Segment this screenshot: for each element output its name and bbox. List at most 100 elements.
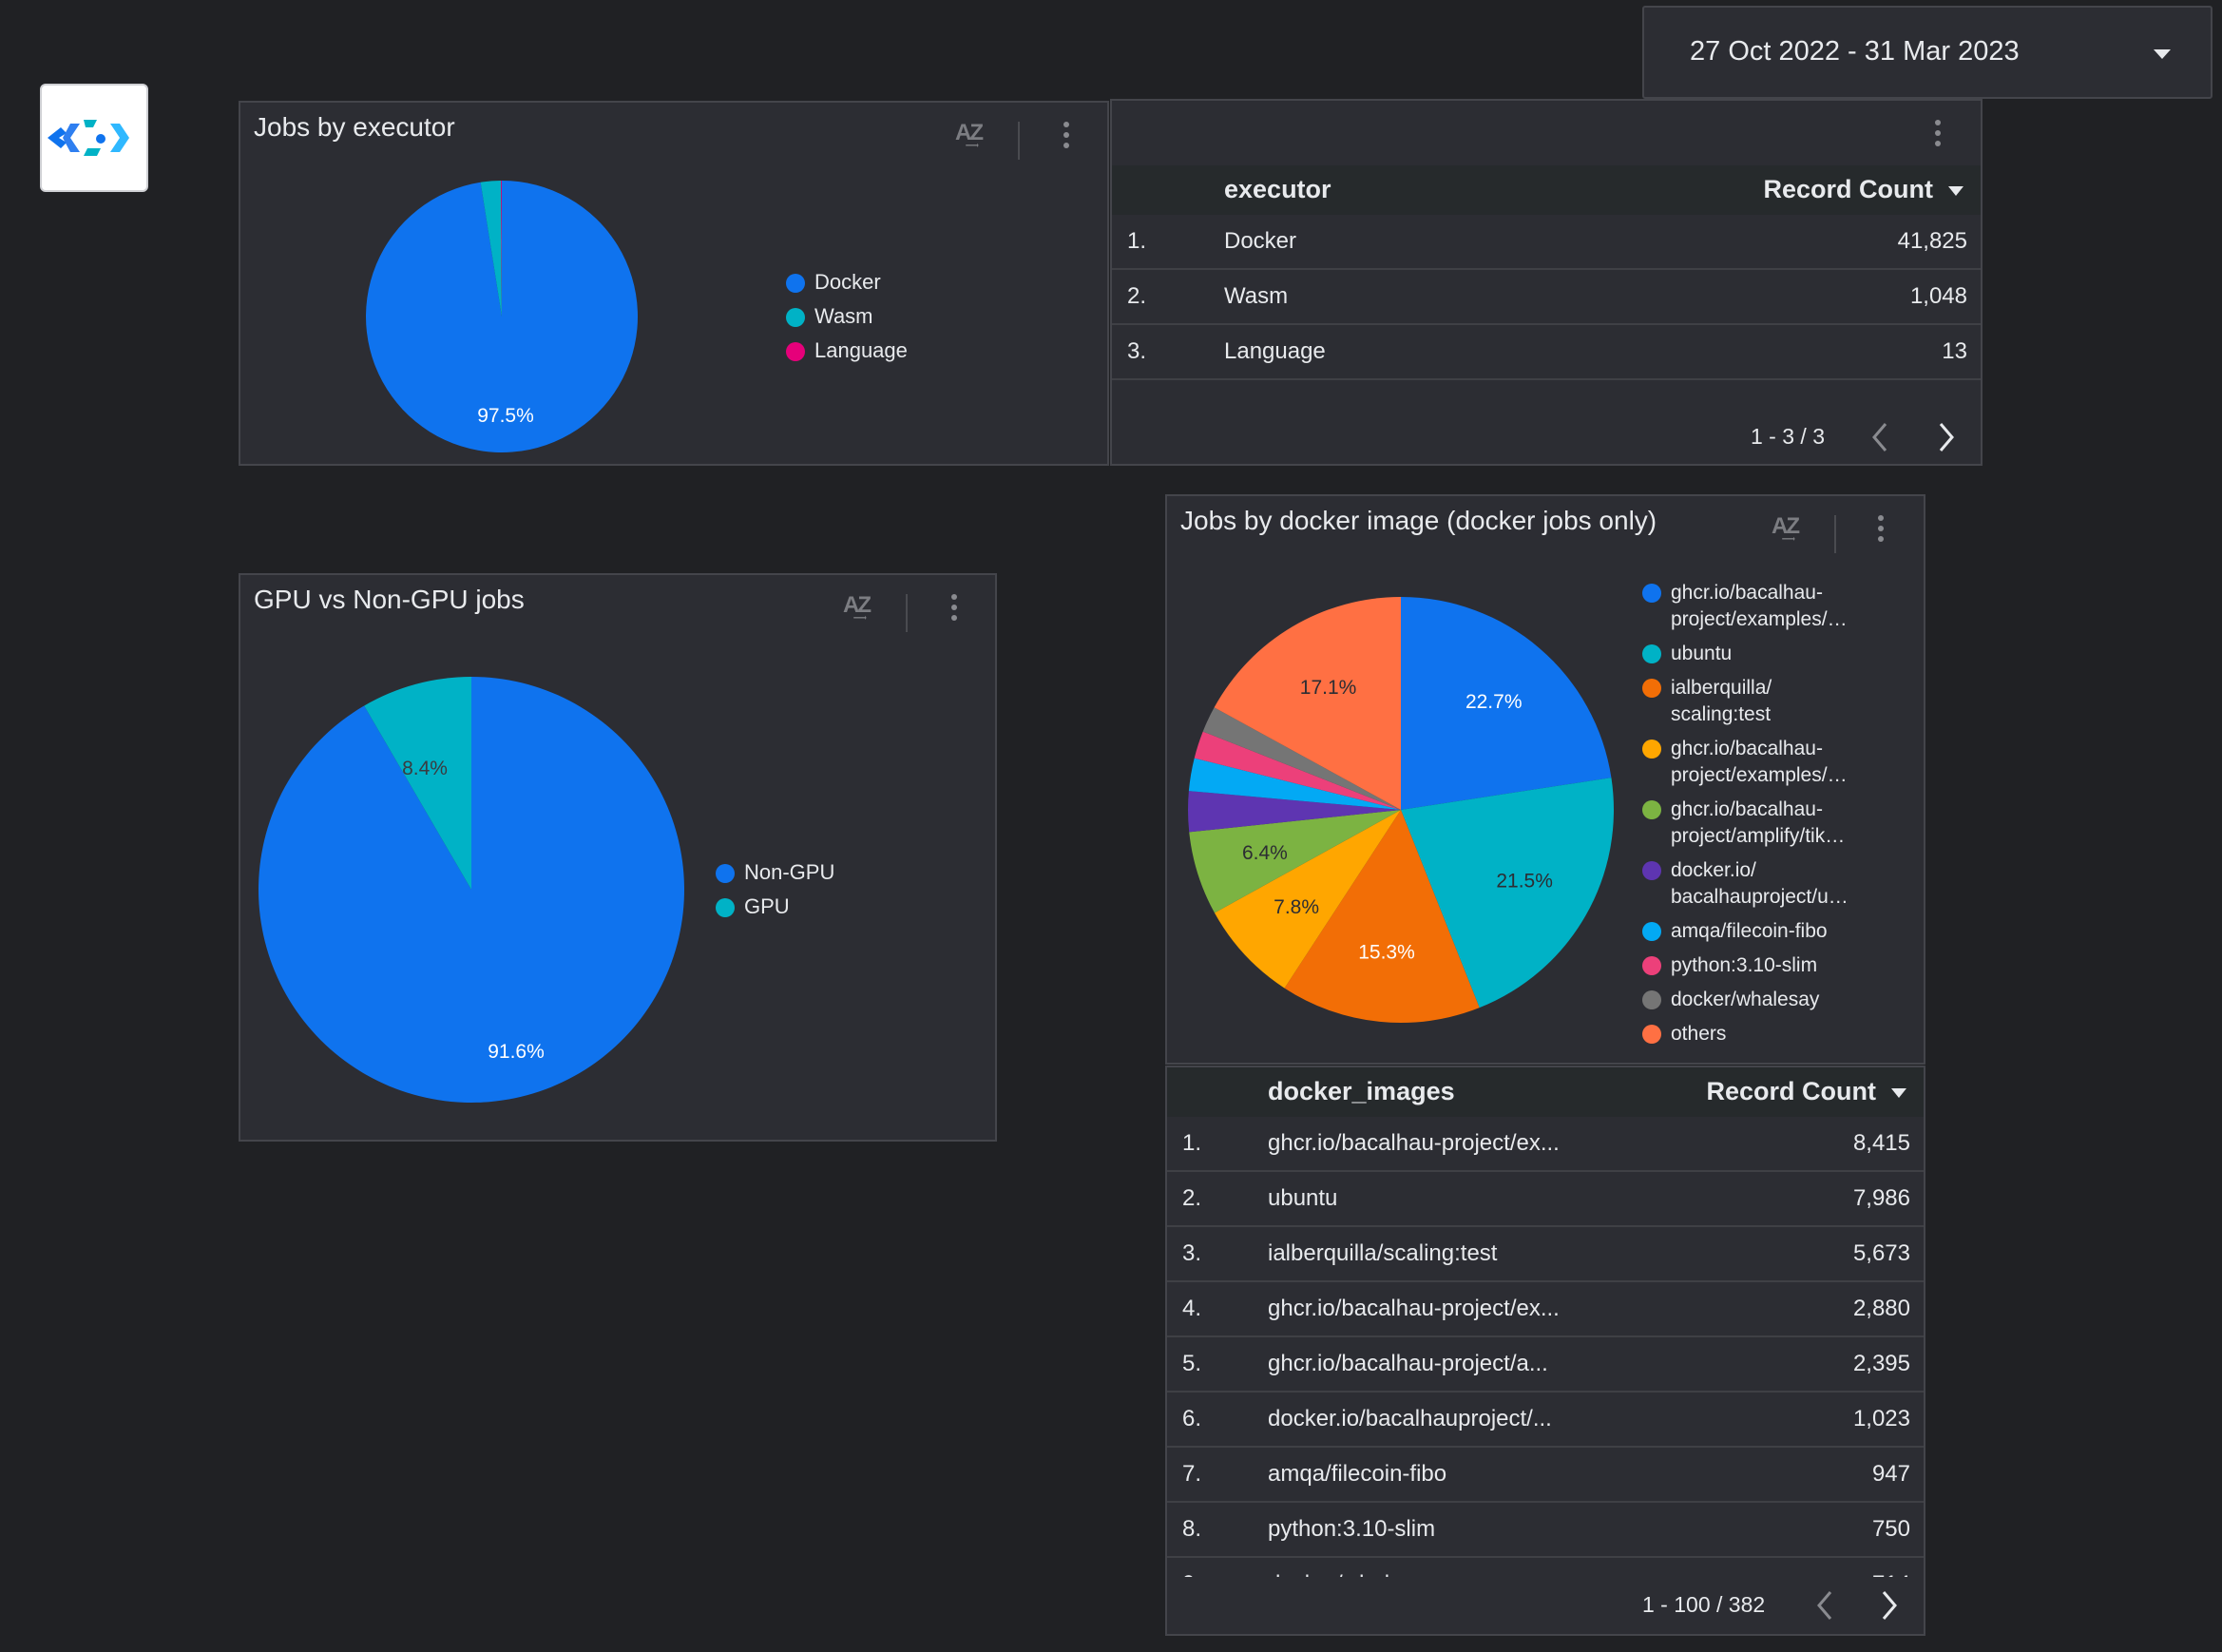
executor-legend: Docker Wasm Language xyxy=(786,270,908,373)
table-row[interactable]: 9. docker/whalesay 714 xyxy=(1167,1558,1924,1577)
row-name: docker/whalesay xyxy=(1268,1558,1438,1577)
chevron-left-icon[interactable] xyxy=(1815,1590,1834,1621)
row-index: 7. xyxy=(1182,1461,1202,1487)
pie-slice-0[interactable] xyxy=(1401,597,1612,810)
legend-item-docker[interactable]: Docker xyxy=(786,270,908,295)
kebab-menu-icon[interactable] xyxy=(1935,120,1941,151)
executor-pie[interactable]: 97.5% xyxy=(364,179,640,454)
table-row[interactable]: 8. python:3.10-slim 750 xyxy=(1167,1503,1924,1558)
gpu-pie[interactable]: 91.6% 8.4% xyxy=(258,676,685,1104)
pie-label: 21.5% xyxy=(1496,871,1553,893)
date-range-selector[interactable]: 27 Oct 2022 - 31 Mar 2023 xyxy=(1642,6,2212,99)
az-sort-icon[interactable]: A͢Z xyxy=(955,120,984,145)
row-index: 9. xyxy=(1182,1558,1201,1577)
column-header-record-count[interactable]: Record Count xyxy=(1706,1077,1877,1105)
pie-slice-docker[interactable] xyxy=(365,181,638,452)
pie-slice-9[interactable] xyxy=(1214,597,1401,810)
pie-slice-7[interactable] xyxy=(1194,731,1401,810)
bacalhau-logo-icon[interactable] xyxy=(40,84,148,192)
pie-label: 91.6% xyxy=(488,1041,545,1063)
table-row[interactable]: 5. ghcr.io/bacalhau-project/a... 2,395 xyxy=(1167,1337,1924,1393)
table-row[interactable]: 6. docker.io/bacalhauproject/... 1,023 xyxy=(1167,1393,1924,1448)
logo-mark xyxy=(48,120,129,156)
executor-chart-panel: Jobs by executor A͢Z 97.5% Docker Wasm L… xyxy=(239,101,1109,466)
column-header-docker-images[interactable]: docker_images xyxy=(1268,1077,1455,1105)
row-value: 2,395 xyxy=(1852,1351,1910,1376)
kebab-menu-icon[interactable] xyxy=(1878,515,1884,547)
row-name: ghcr.io/bacalhau-project/ex... xyxy=(1268,1296,1560,1321)
table-row[interactable]: 3. ialberquilla/scaling:test 5,673 xyxy=(1167,1227,1924,1282)
sort-desc-icon[interactable] xyxy=(1891,1088,1906,1098)
table-row[interactable]: 2. ubuntu 7,986 xyxy=(1167,1172,1924,1227)
docker-pie[interactable]: 22.7% 21.5% 15.3% 7.8% 6.4% 17.1% xyxy=(1182,597,1619,1034)
pie-slice-1[interactable] xyxy=(1401,778,1614,1008)
legend-dot xyxy=(1642,956,1661,975)
legend-item-non-gpu[interactable]: Non-GPU xyxy=(716,860,834,885)
kebab-menu-icon[interactable] xyxy=(951,594,957,625)
legend-dot xyxy=(1642,644,1661,663)
row-index: 4. xyxy=(1182,1296,1202,1321)
pie-slice-wasm[interactable] xyxy=(480,181,502,317)
chevron-left-icon[interactable] xyxy=(1870,422,1889,452)
legend-item-gpu[interactable]: GPU xyxy=(716,894,834,919)
pie-slice-5[interactable] xyxy=(1188,791,1401,833)
table-row[interactable]: 2. Wasm 1,048 xyxy=(1112,270,1981,325)
row-index: 6. xyxy=(1182,1406,1202,1431)
row-index: 8. xyxy=(1182,1516,1202,1542)
row-name: python:3.10-slim xyxy=(1268,1516,1436,1542)
legend-label: docker.io/ xyxy=(1671,859,1756,881)
legend-label: ghcr.io/bacalhau- xyxy=(1671,582,1823,604)
row-value: 1,023 xyxy=(1852,1406,1910,1431)
pie-label: 6.4% xyxy=(1242,842,1288,864)
legend-item[interactable]: ghcr.io/bacalhau-project/amplify/tik… xyxy=(1642,797,1848,850)
legend-item-language[interactable]: Language xyxy=(786,338,908,363)
docker-table-panel: docker_images Record Count 1. ghcr.io/bac… xyxy=(1165,1066,1925,1636)
kebab-menu-icon[interactable] xyxy=(1063,122,1069,153)
pie-slice-non-gpu[interactable] xyxy=(258,677,685,1103)
table-row[interactable]: 3. Language 13 xyxy=(1112,325,1981,380)
legend-item[interactable]: amqa/filecoin-fibo xyxy=(1642,918,1848,945)
pie-slice-3[interactable] xyxy=(1214,810,1401,989)
chevron-right-icon[interactable] xyxy=(1880,1590,1899,1621)
pie-slice-2[interactable] xyxy=(1284,810,1480,1023)
legend-label: python:3.10-slim xyxy=(1671,954,1818,976)
table-row[interactable]: 4. ghcr.io/bacalhau-project/ex... 2,880 xyxy=(1167,1282,1924,1337)
column-header-executor[interactable]: executor xyxy=(1224,175,1331,203)
docker-chart-panel: Jobs by docker image (docker jobs only) … xyxy=(1165,494,1925,1065)
divider xyxy=(1018,122,1020,160)
legend-label: project/amplify/tik… xyxy=(1671,825,1846,847)
legend-dot xyxy=(1642,584,1661,603)
row-name: docker.io/bacalhauproject/... xyxy=(1268,1406,1552,1431)
legend-item-wasm[interactable]: Wasm xyxy=(786,304,908,329)
legend-dot xyxy=(1642,679,1661,698)
legend-item[interactable]: ghcr.io/bacalhau-project/examples/… xyxy=(1642,580,1848,633)
az-sort-icon[interactable]: A͢Z xyxy=(843,592,872,618)
legend-item[interactable]: others xyxy=(1642,1021,1848,1047)
pie-slice-6[interactable] xyxy=(1188,758,1401,810)
column-header-record-count[interactable]: Record Count xyxy=(1763,175,1934,203)
row-name: ialberquilla/scaling:test xyxy=(1268,1240,1498,1266)
legend-item[interactable]: ubuntu xyxy=(1642,641,1848,667)
legend-item[interactable]: docker.io/bacalhauproject/u… xyxy=(1642,857,1848,911)
table-row[interactable]: 1. Docker 41,825 xyxy=(1112,215,1981,270)
legend-item[interactable]: docker/whalesay xyxy=(1642,987,1848,1013)
row-value: 750 xyxy=(1871,1516,1910,1542)
legend-item[interactable]: ghcr.io/bacalhau-project/examples/… xyxy=(1642,736,1848,789)
sort-desc-icon[interactable] xyxy=(1948,186,1963,196)
pie-slice-gpu[interactable] xyxy=(364,677,471,890)
az-sort-icon[interactable]: A͢Z xyxy=(1772,513,1800,539)
docker-table-body: 1. ghcr.io/bacalhau-project/ex... 8,415 2. u… xyxy=(1167,1117,1924,1577)
table-row[interactable]: 1. ghcr.io/bacalhau-project/ex... 8,415 xyxy=(1167,1117,1924,1172)
legend-label: bacalhauproject/u… xyxy=(1671,886,1848,908)
pie-slice-8[interactable] xyxy=(1202,707,1401,810)
row-value: 2,880 xyxy=(1852,1296,1910,1321)
pie-label: 97.5% xyxy=(477,405,534,427)
legend-item[interactable]: python:3.10-slim xyxy=(1642,952,1848,979)
legend-label: ghcr.io/bacalhau- xyxy=(1671,798,1823,820)
legend-dot xyxy=(1642,800,1661,819)
legend-item[interactable]: ialberquilla/scaling:test xyxy=(1642,675,1848,728)
table-row[interactable]: 7. amqa/filecoin-fibo 947 xyxy=(1167,1448,1924,1503)
chevron-right-icon[interactable] xyxy=(1937,422,1956,452)
legend-dot xyxy=(1642,861,1661,880)
pie-slice-4[interactable] xyxy=(1189,810,1401,913)
